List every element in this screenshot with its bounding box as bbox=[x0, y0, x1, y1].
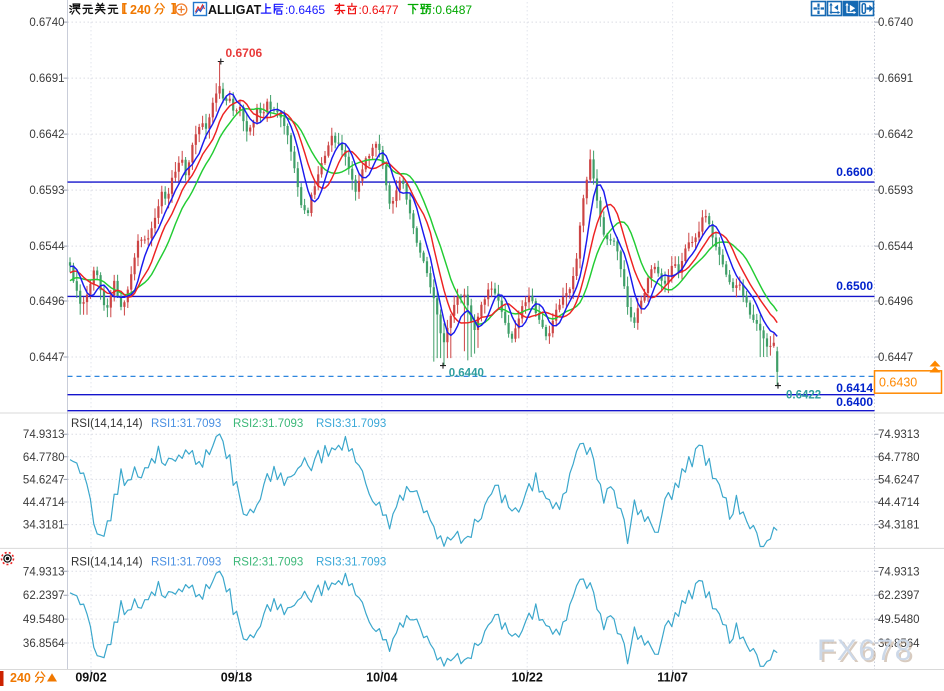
svg-text:54.6247: 54.6247 bbox=[878, 474, 920, 486]
svg-text:64.7780: 64.7780 bbox=[878, 452, 920, 464]
svg-text:44.4714: 44.4714 bbox=[23, 497, 65, 509]
svg-text:0.6422: 0.6422 bbox=[786, 390, 821, 402]
svg-text:RSI2:31.7093: RSI2:31.7093 bbox=[233, 418, 303, 430]
svg-text:10/04: 10/04 bbox=[366, 671, 397, 685]
svg-text:34.3181: 34.3181 bbox=[878, 520, 920, 532]
svg-text:240: 240 bbox=[130, 3, 151, 17]
svg-text:36.8564: 36.8564 bbox=[23, 638, 65, 650]
svg-text:0.6400: 0.6400 bbox=[836, 395, 873, 409]
svg-text:74.9313: 74.9313 bbox=[878, 566, 920, 578]
svg-text:36.8564: 36.8564 bbox=[878, 638, 920, 650]
svg-text:0.6496: 0.6496 bbox=[29, 296, 64, 308]
svg-text:0.6593: 0.6593 bbox=[878, 185, 913, 197]
svg-text:62.2397: 62.2397 bbox=[23, 590, 65, 602]
svg-text:74.9313: 74.9313 bbox=[23, 566, 65, 578]
svg-text:64.7780: 64.7780 bbox=[23, 452, 65, 464]
svg-text:0.6740: 0.6740 bbox=[29, 17, 64, 29]
svg-text:RSI2:31.7093: RSI2:31.7093 bbox=[233, 557, 303, 569]
svg-text:62.2397: 62.2397 bbox=[878, 590, 920, 602]
svg-text:RSI(14,14,14): RSI(14,14,14) bbox=[71, 557, 143, 569]
svg-text:49.5480: 49.5480 bbox=[878, 614, 920, 626]
svg-text:0.6544: 0.6544 bbox=[29, 241, 65, 253]
svg-text:49.5480: 49.5480 bbox=[23, 614, 65, 626]
svg-text:54.6247: 54.6247 bbox=[23, 474, 65, 486]
svg-text:0.6691: 0.6691 bbox=[29, 73, 64, 85]
svg-text:0.6593: 0.6593 bbox=[29, 185, 64, 197]
svg-text::0.6465: :0.6465 bbox=[285, 3, 325, 17]
svg-text:0.6414: 0.6414 bbox=[836, 381, 873, 395]
svg-text:44.4714: 44.4714 bbox=[878, 497, 920, 509]
svg-text:240: 240 bbox=[10, 671, 31, 685]
svg-text:0.6447: 0.6447 bbox=[29, 352, 64, 364]
svg-text::0.6477: :0.6477 bbox=[359, 3, 399, 17]
svg-text:74.9313: 74.9313 bbox=[878, 429, 920, 441]
svg-text:RSI3:31.7093: RSI3:31.7093 bbox=[316, 418, 386, 430]
svg-text:0.6440: 0.6440 bbox=[449, 368, 484, 380]
svg-text:RSI1:31.7093: RSI1:31.7093 bbox=[151, 418, 221, 430]
svg-text:34.3181: 34.3181 bbox=[23, 520, 65, 532]
svg-text:0.6740: 0.6740 bbox=[878, 17, 913, 29]
svg-text:0.6447: 0.6447 bbox=[878, 352, 913, 364]
svg-text:FX678: FX678 bbox=[819, 636, 915, 669]
svg-text:RSI1:31.7093: RSI1:31.7093 bbox=[151, 557, 221, 569]
svg-text:0.6642: 0.6642 bbox=[878, 129, 913, 141]
svg-text:RSI3:31.7093: RSI3:31.7093 bbox=[316, 557, 386, 569]
svg-text:10/22: 10/22 bbox=[512, 671, 543, 685]
svg-text:0.6430: 0.6430 bbox=[879, 376, 917, 390]
svg-text:ALLIGAT: ALLIGAT bbox=[208, 3, 262, 17]
svg-text:09/18: 09/18 bbox=[221, 671, 252, 685]
svg-text:0.6544: 0.6544 bbox=[878, 241, 914, 253]
svg-text:0.6706: 0.6706 bbox=[226, 46, 263, 60]
svg-text:11/07: 11/07 bbox=[657, 671, 688, 685]
svg-text:74.9313: 74.9313 bbox=[23, 429, 65, 441]
svg-text:0.6500: 0.6500 bbox=[836, 279, 873, 293]
svg-text:RSI(14,14,14): RSI(14,14,14) bbox=[71, 418, 143, 430]
svg-text::0.6487: :0.6487 bbox=[432, 3, 472, 17]
svg-text:0.6642: 0.6642 bbox=[29, 129, 64, 141]
svg-text:09/02: 09/02 bbox=[75, 671, 106, 685]
svg-text:FX678: FX678 bbox=[817, 634, 913, 667]
svg-text:0.6691: 0.6691 bbox=[878, 73, 913, 85]
svg-text:0.6600: 0.6600 bbox=[836, 165, 873, 179]
svg-text:0.6496: 0.6496 bbox=[878, 296, 913, 308]
